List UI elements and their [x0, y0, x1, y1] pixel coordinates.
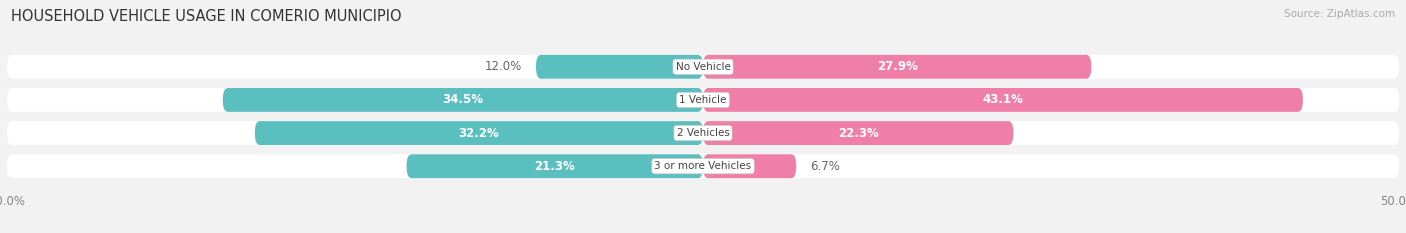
FancyBboxPatch shape	[254, 121, 703, 145]
FancyBboxPatch shape	[703, 55, 1091, 79]
FancyBboxPatch shape	[703, 154, 796, 178]
Text: 2 Vehicles: 2 Vehicles	[676, 128, 730, 138]
FancyBboxPatch shape	[406, 154, 703, 178]
FancyBboxPatch shape	[222, 88, 703, 112]
Text: 22.3%: 22.3%	[838, 127, 879, 140]
FancyBboxPatch shape	[7, 154, 1399, 178]
FancyBboxPatch shape	[7, 55, 1399, 79]
Text: 3 or more Vehicles: 3 or more Vehicles	[654, 161, 752, 171]
Text: 1 Vehicle: 1 Vehicle	[679, 95, 727, 105]
Text: Source: ZipAtlas.com: Source: ZipAtlas.com	[1284, 9, 1395, 19]
Text: 43.1%: 43.1%	[983, 93, 1024, 106]
Text: 12.0%: 12.0%	[485, 60, 522, 73]
FancyBboxPatch shape	[703, 121, 1014, 145]
FancyBboxPatch shape	[536, 55, 703, 79]
FancyBboxPatch shape	[7, 121, 1399, 145]
Text: 32.2%: 32.2%	[458, 127, 499, 140]
Text: 6.7%: 6.7%	[810, 160, 839, 173]
FancyBboxPatch shape	[703, 88, 1303, 112]
Text: 34.5%: 34.5%	[443, 93, 484, 106]
Text: 21.3%: 21.3%	[534, 160, 575, 173]
Text: 27.9%: 27.9%	[877, 60, 918, 73]
Text: HOUSEHOLD VEHICLE USAGE IN COMERIO MUNICIPIO: HOUSEHOLD VEHICLE USAGE IN COMERIO MUNIC…	[11, 9, 402, 24]
Text: No Vehicle: No Vehicle	[675, 62, 731, 72]
FancyBboxPatch shape	[7, 88, 1399, 112]
